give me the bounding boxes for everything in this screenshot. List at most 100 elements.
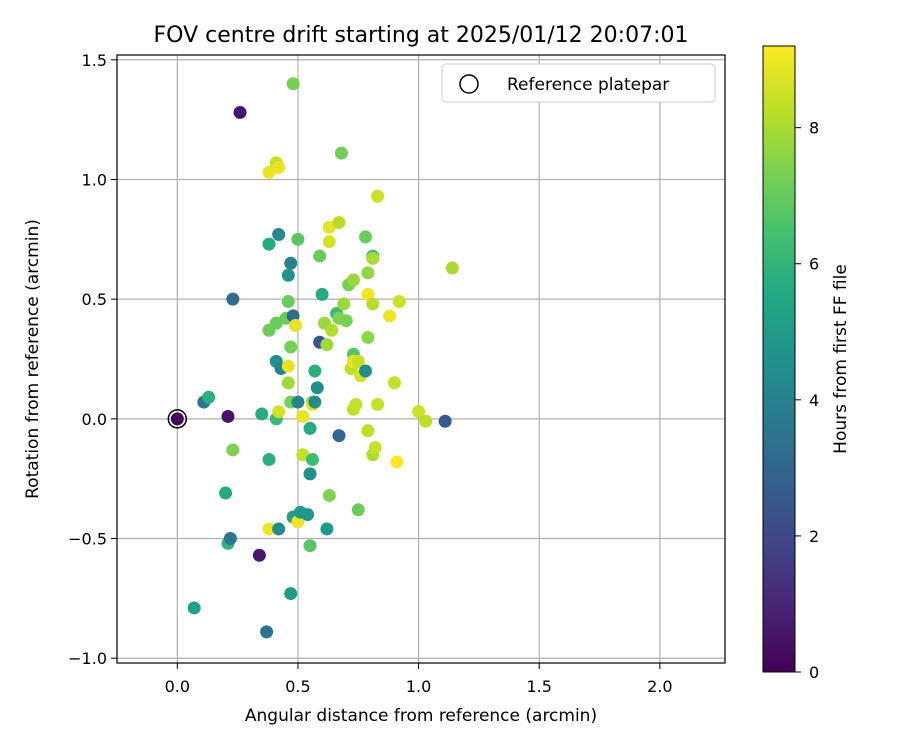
scatter-point [255,407,269,421]
scatter-point [291,232,305,246]
scatter-point [202,390,216,404]
scatter-point [412,405,426,419]
scatter-point [303,467,317,481]
scatter-point [281,295,295,309]
grid-lines [117,55,725,663]
scatter-point [361,287,375,301]
scatter-point [284,256,298,270]
scatter-point [262,237,276,251]
scatter-point [252,548,266,562]
y-tick-label: 1.5 [82,51,107,70]
scatter-point [272,522,286,536]
scatter-point [332,216,346,230]
scatter-point [332,429,346,443]
y-tick-label: 0.5 [82,290,107,309]
scatter-point [303,421,317,435]
scatter-point [368,441,382,455]
scatter-point [371,189,385,203]
scatter-point [269,316,283,330]
colorbar-label: Hours from first FF file [831,264,851,454]
reference-marker [167,409,188,429]
scatter-point [272,161,286,175]
scatter-point [322,488,336,502]
x-axis-ticks: 0.0 0.5 1.0 1.5 2.0 [165,663,673,696]
colorbar-tick-label: 4 [809,391,819,410]
colorbar [762,45,796,673]
scatter-point [320,522,334,536]
plot-frame [116,54,726,664]
scatter-point [221,409,235,423]
legend-box [441,63,716,103]
y-tick-label: 0.0 [82,410,107,429]
scatter-point [272,405,286,419]
scatter-point [445,261,459,275]
y-tick-label: −0.5 [68,530,107,549]
scatter-point [262,165,276,179]
scatter-point [361,266,375,280]
scatter-point [301,508,315,522]
legend: Reference platepar [441,63,716,103]
scatter-point [296,409,310,423]
scatter-point [351,503,365,517]
scatter-points [170,77,459,639]
scatter-point [223,532,237,546]
scatter-point [334,146,348,160]
x-tick-label: 1.0 [406,677,431,696]
scatter-point [284,587,298,601]
scatter-point [281,359,295,373]
scatter-point [337,297,351,311]
scatter-point [361,424,375,438]
scatter-point [325,323,339,337]
scatter-point [286,77,300,91]
scatter-point [310,381,324,395]
scatter-point [390,455,404,469]
scatter-point [361,330,375,344]
scatter-point [308,364,322,378]
scatter-point [320,338,334,352]
x-tick-label: 0.5 [285,677,310,696]
legend-label-reference: Reference platepar [507,75,669,95]
y-axis-label: Rotation from reference (arcmin) [23,219,43,499]
scatter-point [170,412,184,426]
scatter-point [226,443,240,457]
x-axis-label: Angular distance from reference (arcmin) [245,706,597,726]
scatter-point [322,220,336,234]
y-tick-label: −1.0 [68,649,107,668]
scatter-point [260,625,274,639]
colorbar-ticks: 0 2 4 6 8 [795,119,819,682]
scatter-point [291,395,305,409]
scatter-point [438,414,452,428]
scatter-point [387,376,401,390]
scatter-point [351,354,365,368]
colorbar-tick-label: 6 [809,255,819,274]
colorbar-tick-label: 0 [809,663,819,682]
scatter-point [366,251,380,265]
scatter-point [262,453,276,467]
scatter-point [226,292,240,306]
colorbar-tick-label: 2 [809,527,819,546]
scatter-point [308,395,322,409]
scatter-point [339,314,353,328]
x-tick-label: 0.0 [165,677,190,696]
scatter-point [281,376,295,390]
x-tick-label: 1.5 [526,677,551,696]
y-tick-label: 1.0 [82,170,107,189]
scatter-point [296,448,310,462]
legend-reference-marker [459,74,479,94]
scatter-point [272,228,286,242]
scatter-point [322,235,336,249]
scatter-point [315,287,329,301]
scatter-point [219,486,233,500]
chart-title: FOV centre drift starting at 2025/01/12 … [154,23,689,48]
scatter-point [303,539,317,553]
y-axis-ticks: −1.0 −0.5 0.0 0.5 1.0 1.5 [68,51,117,668]
scatter-point [313,249,327,263]
scatter-point [419,414,433,428]
scatter-point [349,397,363,411]
scatter-point [383,309,397,323]
scatter-point [284,340,298,354]
scatter-point [346,273,360,287]
scatter-point [359,230,373,244]
scatter-point [371,397,385,411]
scatter-point [366,297,380,311]
